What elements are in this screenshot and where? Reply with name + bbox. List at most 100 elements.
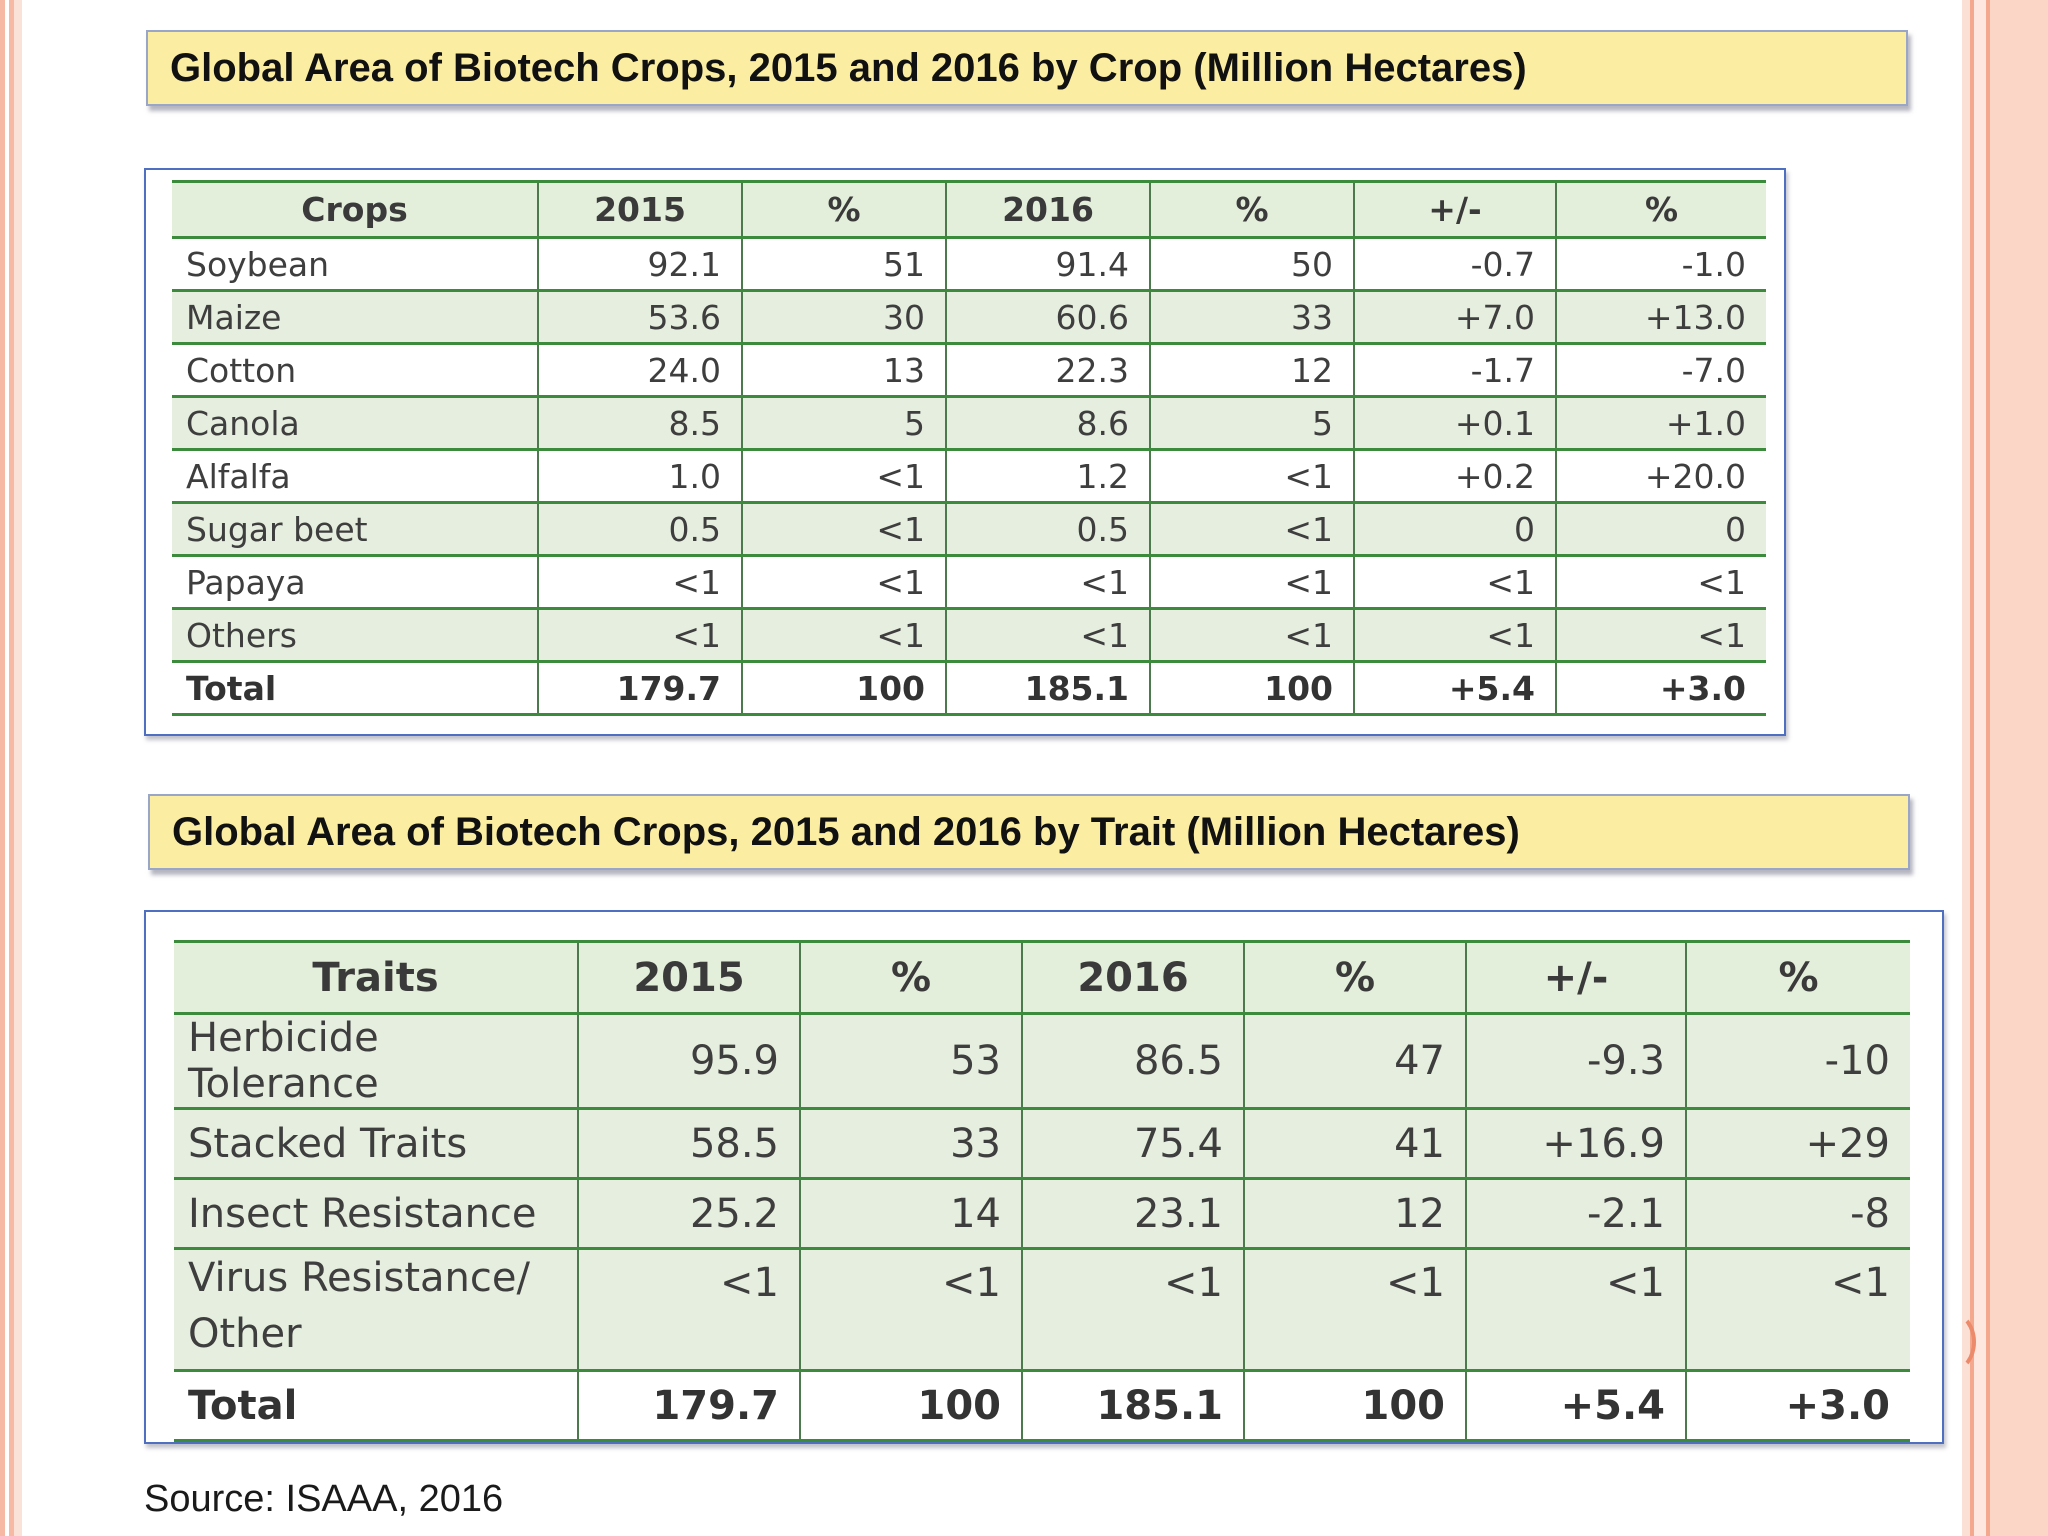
- row-label: Canola: [172, 396, 539, 451]
- table-cell: <1: [1465, 1248, 1687, 1372]
- table-cell: 33: [1149, 290, 1355, 345]
- header-cell: +/-: [1353, 180, 1557, 239]
- source-citation: Source: ISAAA, 2016: [144, 1478, 504, 1520]
- row-label: Others: [172, 608, 539, 663]
- table-cell: 33: [799, 1108, 1023, 1180]
- table-cell: 53.6: [537, 290, 743, 345]
- table-cell: 14: [799, 1178, 1023, 1250]
- row-label: Cotton: [172, 343, 539, 398]
- trait-table-box: Traits 2015 % 2016 % +/- % Herbicide Tol…: [144, 910, 1944, 1444]
- table-row: Stacked Traits 58.5 33 75.4 41 +16.9 +29: [174, 1108, 1910, 1180]
- crop-table-box: Crops 2015 % 2016 % +/- % Soybean 92.1 5…: [144, 168, 1786, 736]
- table-cell: -0.7: [1353, 237, 1557, 292]
- table-cell: <1: [741, 608, 947, 663]
- table-cell: 12: [1243, 1178, 1467, 1250]
- table-cell: -1.0: [1555, 237, 1766, 292]
- table-cell: 100: [741, 661, 947, 716]
- table-cell: 30: [741, 290, 947, 345]
- table-cell: <1: [1353, 555, 1557, 610]
- table-cell: 23.1: [1021, 1178, 1245, 1250]
- table-cell: +5.4: [1353, 661, 1557, 716]
- header-cell: %: [1555, 180, 1766, 239]
- table-cell: 185.1: [1021, 1370, 1245, 1442]
- row-label: Papaya: [172, 555, 539, 610]
- crop-table: Crops 2015 % 2016 % +/- % Soybean 92.1 5…: [172, 180, 1766, 716]
- table-row: Soybean 92.1 51 91.4 50 -0.7 -1.0: [172, 237, 1766, 292]
- table-row: Papaya <1 <1 <1 <1 <1 <1: [172, 555, 1766, 610]
- table-cell: 5: [1149, 396, 1355, 451]
- table-cell: -7.0: [1555, 343, 1766, 398]
- row-label: Insect Resistance: [174, 1178, 579, 1250]
- table-cell: -2.1: [1465, 1178, 1687, 1250]
- table-cell: -9.3: [1465, 1013, 1687, 1110]
- table-cell: 95.9: [577, 1013, 801, 1110]
- table-cell: <1: [1149, 555, 1355, 610]
- table-cell: <1: [799, 1248, 1023, 1372]
- trait-table: Traits 2015 % 2016 % +/- % Herbicide Tol…: [174, 940, 1910, 1442]
- table-cell: 60.6: [945, 290, 1151, 345]
- decorative-arc: [1930, 1312, 1976, 1372]
- table-cell: <1: [741, 449, 947, 504]
- table-cell: 22.3: [945, 343, 1151, 398]
- table-cell: 91.4: [945, 237, 1151, 292]
- table-cell: 86.5: [1021, 1013, 1245, 1110]
- table-cell: 100: [1149, 661, 1355, 716]
- table-cell: 8.5: [537, 396, 743, 451]
- table-cell: 41: [1243, 1108, 1467, 1180]
- table-cell: -8: [1685, 1178, 1910, 1250]
- table-cell: <1: [1149, 449, 1355, 504]
- row-label: Virus Resistance/ Other: [174, 1248, 579, 1372]
- table-cell: <1: [1243, 1248, 1467, 1372]
- table-cell: <1: [537, 555, 743, 610]
- table-header-row: Crops 2015 % 2016 % +/- %: [172, 180, 1766, 239]
- table-cell: +29: [1685, 1108, 1910, 1180]
- table-cell: 12: [1149, 343, 1355, 398]
- table-cell: +16.9: [1465, 1108, 1687, 1180]
- header-cell: Crops: [172, 180, 539, 239]
- table-cell: 0.5: [537, 502, 743, 557]
- table-row: Maize 53.6 30 60.6 33 +7.0 +13.0: [172, 290, 1766, 345]
- header-cell: Traits: [174, 940, 579, 1015]
- row-label: Sugar beet: [172, 502, 539, 557]
- table-row: Cotton 24.0 13 22.3 12 -1.7 -7.0: [172, 343, 1766, 398]
- table-cell: 53: [799, 1013, 1023, 1110]
- table-cell: +3.0: [1555, 661, 1766, 716]
- header-cell: %: [741, 180, 947, 239]
- table-cell: <1: [537, 608, 743, 663]
- table-cell: 1.2: [945, 449, 1151, 504]
- table-cell: +3.0: [1685, 1370, 1910, 1442]
- row-label: Stacked Traits: [174, 1108, 579, 1180]
- row-label: Maize: [172, 290, 539, 345]
- table-cell: 0.5: [945, 502, 1151, 557]
- table-cell: 58.5: [577, 1108, 801, 1180]
- table-cell: +20.0: [1555, 449, 1766, 504]
- table-cell: <1: [1021, 1248, 1245, 1372]
- header-cell: 2016: [945, 180, 1151, 239]
- table-row: Others <1 <1 <1 <1 <1 <1: [172, 608, 1766, 663]
- table-cell: +13.0: [1555, 290, 1766, 345]
- table-cell: <1: [1149, 502, 1355, 557]
- header-cell: 2015: [537, 180, 743, 239]
- table-cell: 179.7: [537, 661, 743, 716]
- table-header-row: Traits 2015 % 2016 % +/- %: [174, 940, 1910, 1015]
- table-cell: <1: [1149, 608, 1355, 663]
- table-cell: +0.2: [1353, 449, 1557, 504]
- table-cell: 47: [1243, 1013, 1467, 1110]
- table-cell: 5: [741, 396, 947, 451]
- row-label: Total: [172, 661, 539, 716]
- table-row: Sugar beet 0.5 <1 0.5 <1 0 0: [172, 502, 1766, 557]
- row-label: Total: [174, 1370, 579, 1442]
- row-label: Alfalfa: [172, 449, 539, 504]
- table-cell: 100: [1243, 1370, 1467, 1442]
- table-cell: <1: [945, 555, 1151, 610]
- table-cell: 25.2: [577, 1178, 801, 1250]
- table-cell: 8.6: [945, 396, 1151, 451]
- table-cell: 51: [741, 237, 947, 292]
- header-cell: +/-: [1465, 940, 1687, 1015]
- table-cell: -1.7: [1353, 343, 1557, 398]
- table-cell: 92.1: [537, 237, 743, 292]
- table-cell: <1: [1685, 1248, 1910, 1372]
- row-label: Soybean: [172, 237, 539, 292]
- table-cell: <1: [741, 555, 947, 610]
- header-cell: %: [1243, 940, 1467, 1015]
